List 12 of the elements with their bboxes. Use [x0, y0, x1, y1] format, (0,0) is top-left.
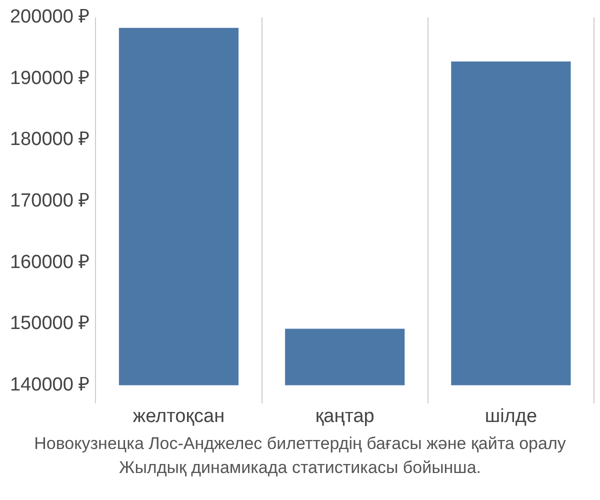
y-tick-label: 150000 ₽: [10, 313, 90, 334]
x-tick-label: шілде: [484, 406, 538, 427]
y-tick-label: 140000 ₽: [10, 374, 90, 396]
y-tick-label: 200000 ₽: [10, 6, 90, 28]
y-tick-label: 180000 ₽: [10, 129, 90, 150]
text: Новокузнецка Лос-Анджелес билеттердің бағасы және қайта оралу: [33, 433, 567, 455]
x-tick-label: желтоқсан: [132, 406, 225, 427]
y-tick-label: 160000 ₽: [10, 252, 90, 273]
y-tick-label: 170000 ₽: [10, 190, 90, 212]
y-tick-label: 190000 ₽: [10, 68, 90, 89]
text: Жылдық динамикада статистикасы бойынша.: [118, 457, 482, 479]
x-tick-label: қаңтар: [315, 406, 374, 427]
